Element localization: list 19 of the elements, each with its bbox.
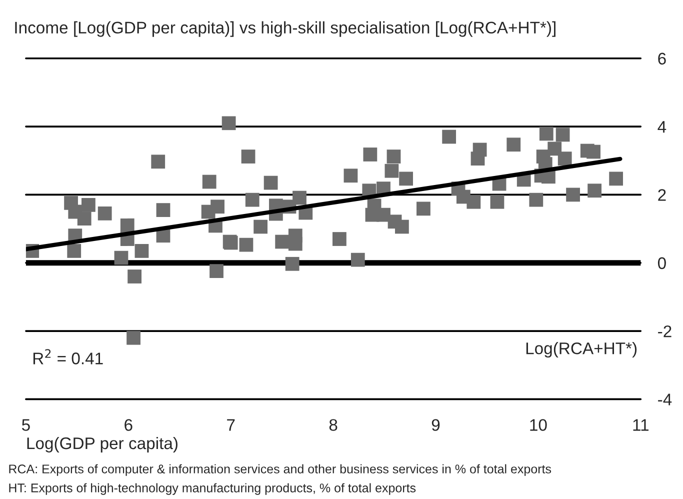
y-axis-title: Log(RCA+HT*) xyxy=(526,342,637,358)
annotation: R$^{2}$ = 0.41 xyxy=(33,349,103,364)
y-tick-label: -4 xyxy=(658,394,672,406)
chart-title: Income [Log(GDP per capita)] vs high-skill specialisation [Log(RCA+HT*)] xyxy=(15,21,556,37)
x-tick-label: 7 xyxy=(227,419,235,431)
y-tick-label: -2 xyxy=(658,325,672,338)
x-axis-title: Log(GDP per capita) xyxy=(27,436,178,452)
y-tick-label: 6 xyxy=(658,52,666,65)
y-tick-label: 4 xyxy=(658,121,666,133)
y-tick-label: 2 xyxy=(658,189,666,201)
x-tick-label: 10 xyxy=(530,419,547,431)
y-tick-label: 0 xyxy=(658,257,666,270)
x-tick-label: 5 xyxy=(22,419,30,431)
x-tick-label: 8 xyxy=(329,419,338,431)
x-tick-label: 9 xyxy=(432,419,440,431)
text: RCA: Exports of computer & information services and other business services in % of total exports xyxy=(9,464,552,476)
text: HT: Exports of high-technology manufacturing products, % of total exports xyxy=(9,483,416,495)
x-tick-label: 11 xyxy=(633,419,648,431)
x-tick-label: 6 xyxy=(124,419,132,431)
